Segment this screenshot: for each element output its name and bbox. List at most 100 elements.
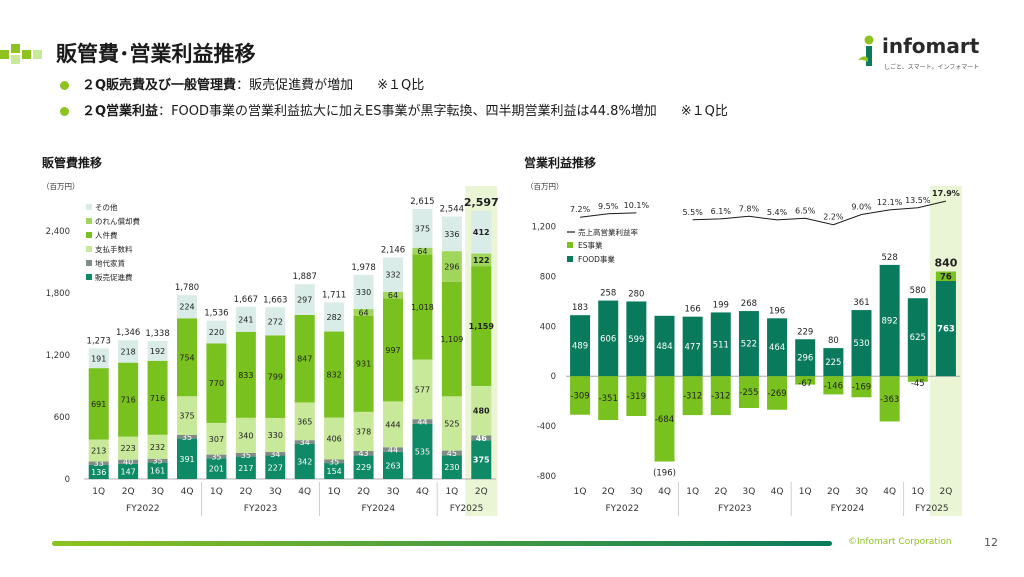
data-label: 1,159 xyxy=(469,322,495,331)
bullet-dot xyxy=(60,107,69,116)
x-tick-label: 1Q xyxy=(799,487,812,497)
data-label: 444 xyxy=(385,420,400,429)
data-label-food: 477 xyxy=(685,342,701,352)
bullet-text: ：販売促進費が増加 xyxy=(236,78,354,93)
total-label: 258 xyxy=(600,289,616,299)
data-label: 330 xyxy=(268,431,283,440)
bar-segment xyxy=(235,417,256,453)
data-label: 35 xyxy=(329,457,339,466)
y-tick-label: 2,400 xyxy=(46,227,70,237)
total-label: 1,887 xyxy=(293,272,317,282)
bar-segment xyxy=(441,251,462,282)
data-label: 391 xyxy=(179,455,194,464)
data-label: 33 xyxy=(94,459,104,468)
data-label-es: 76 xyxy=(940,272,952,282)
bar-segment xyxy=(177,434,197,439)
data-label: 220 xyxy=(209,328,224,337)
data-label: 535 xyxy=(415,447,430,456)
data-label-es: -309 xyxy=(570,391,589,401)
data-label: 35 xyxy=(211,452,221,461)
legend-label: 売上高営業利益率 xyxy=(578,227,638,237)
y-tick-label: 1,200 xyxy=(532,222,556,232)
data-label-es: -363 xyxy=(880,395,899,405)
bar-segment xyxy=(235,331,256,418)
data-label: 44 xyxy=(388,446,398,455)
data-label: 192 xyxy=(150,347,165,356)
bar-food xyxy=(710,312,731,377)
bar-es xyxy=(879,376,900,422)
data-label: 64 xyxy=(417,247,427,256)
total-label: 183 xyxy=(572,303,588,313)
ratio-line xyxy=(692,200,947,226)
bar-es xyxy=(795,376,816,385)
data-label-es: -319 xyxy=(627,392,646,402)
data-label-food: 599 xyxy=(628,335,644,345)
bar-es xyxy=(851,376,872,398)
bar-segment xyxy=(294,443,315,479)
x-tick-label: 2Q xyxy=(827,487,840,497)
bar-es xyxy=(654,376,675,462)
bar-segment xyxy=(265,455,286,479)
bullet-sga: ２Q販売費及び一般管理費：販売促進費が増加 ※１Q比 xyxy=(60,78,728,102)
bar-segment xyxy=(177,438,197,479)
total-label: 1,667 xyxy=(234,295,258,305)
total-label: 1,338 xyxy=(145,329,169,339)
bar-segment xyxy=(118,459,139,464)
data-label-food: 892 xyxy=(882,317,898,327)
x-tick-label: 4Q xyxy=(658,487,671,497)
bullet-heading: ２Q販売費及び一般管理費 xyxy=(82,78,237,93)
x-tick-label: 3Q xyxy=(630,487,643,497)
page-title: 販管費･営業利益推移 xyxy=(56,42,256,66)
bar-food xyxy=(626,301,647,377)
bar-food xyxy=(738,311,759,377)
bar-segment xyxy=(412,419,433,424)
x-tick-label: 4Q xyxy=(181,487,194,497)
bar-es xyxy=(738,376,759,409)
page-number: 12 xyxy=(984,536,998,549)
data-label: 64 xyxy=(358,308,368,317)
group-label: FY2024 xyxy=(831,504,865,514)
data-label: 282 xyxy=(327,313,342,322)
data-label-food: 625 xyxy=(910,333,926,343)
data-label: 754 xyxy=(179,353,194,362)
data-label: 230 xyxy=(444,463,459,472)
bar-segment xyxy=(441,216,462,252)
total-label: 1,663 xyxy=(263,295,287,305)
data-label: 691 xyxy=(91,400,106,409)
x-tick-label: 3Q xyxy=(269,487,282,497)
data-label: 227 xyxy=(268,463,283,472)
x-tick-label: 2Q xyxy=(357,487,370,497)
data-label: 375 xyxy=(473,456,490,465)
total-label: 199 xyxy=(713,300,729,310)
x-tick-label: 2Q xyxy=(475,487,488,497)
data-label-food: 606 xyxy=(600,334,616,344)
x-tick-label: 2Q xyxy=(940,487,953,497)
bar-segment xyxy=(353,455,374,479)
bar-es xyxy=(710,376,731,416)
ratio-label: 6.5% xyxy=(795,206,816,215)
bar-segment xyxy=(118,362,139,437)
x-tick-label: 4Q xyxy=(298,487,311,497)
bar-segment xyxy=(441,396,462,451)
data-label: 154 xyxy=(327,467,342,476)
bar-segment xyxy=(324,463,345,479)
bar-segment xyxy=(206,458,227,479)
data-label: 44 xyxy=(417,417,427,426)
bar-segment xyxy=(235,306,256,332)
bar-segment xyxy=(294,440,315,444)
bar-segment xyxy=(206,320,227,344)
data-label: 340 xyxy=(238,431,253,440)
total-label: 1,273 xyxy=(87,336,111,346)
legend-swatch xyxy=(86,218,92,224)
legend-label: その他 xyxy=(95,202,118,212)
data-label-es: -146 xyxy=(824,381,843,391)
y-tick-label: 1,800 xyxy=(46,289,70,299)
x-tick-label: 1Q xyxy=(686,487,699,497)
data-label: 232 xyxy=(150,443,165,452)
bar-segment xyxy=(294,284,315,315)
data-label: 332 xyxy=(385,271,400,280)
group-label: FY2025 xyxy=(915,504,949,514)
bar-segment xyxy=(265,335,286,418)
bar-es xyxy=(682,376,703,416)
data-label-food: 464 xyxy=(769,343,785,353)
